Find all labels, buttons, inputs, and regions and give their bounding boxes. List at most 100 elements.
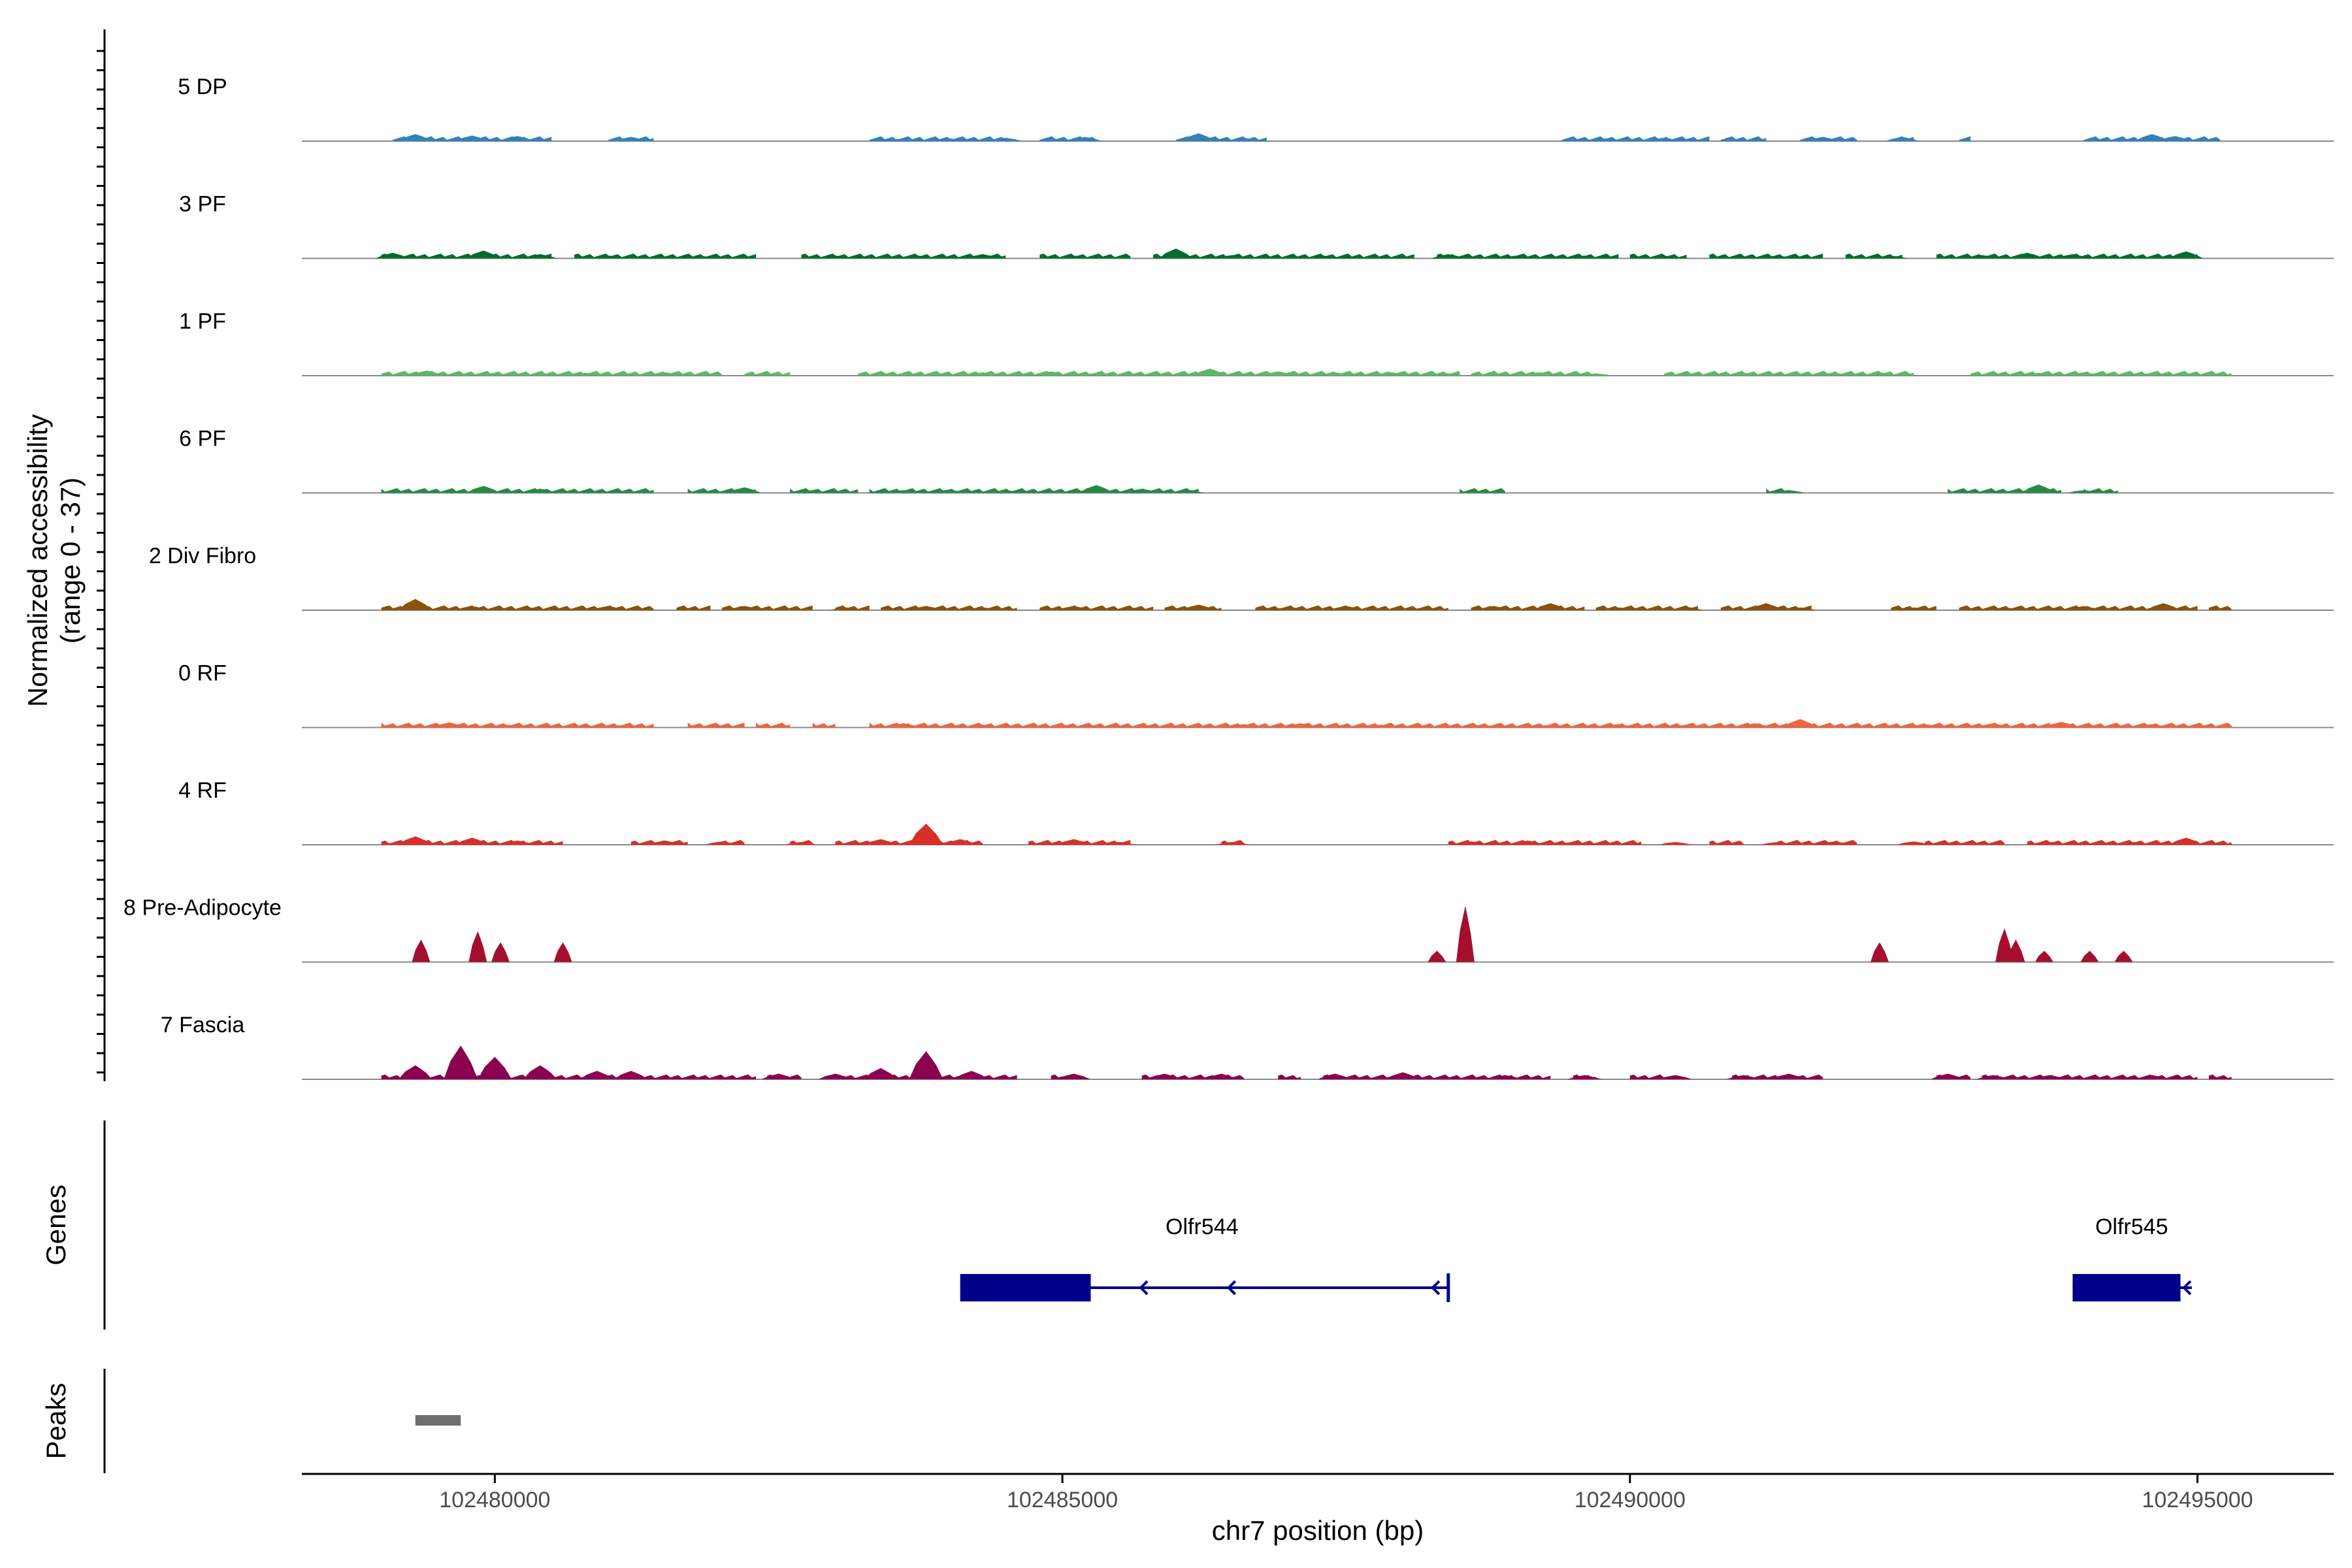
coverage-peak [2033, 1075, 2067, 1079]
coverage-peak [2055, 254, 2090, 259]
coverage-peak [1908, 724, 1942, 728]
coverage-peak [466, 485, 500, 493]
coverage-peak [1170, 489, 1205, 493]
coverage-peak [886, 490, 921, 493]
coverage-peak [491, 942, 510, 962]
coverage-peak [1283, 723, 1318, 728]
coverage-peak [580, 1071, 614, 1079]
y-axis-title-line1: Normalized accessibility [22, 414, 53, 707]
coverage-segment [676, 605, 711, 610]
coverage-peak [2021, 484, 2056, 493]
coverage-peak [2169, 838, 2204, 845]
coverage-peak [2066, 490, 2101, 493]
coverage-peak [1431, 373, 1465, 376]
coverage-peak [1772, 490, 1806, 493]
coverage-peak [1737, 723, 1772, 728]
coverage-peak [468, 931, 487, 962]
coverage-peak [2044, 721, 2079, 728]
coverage-peak [1772, 1073, 1806, 1079]
coverage-peak [1374, 372, 1409, 376]
coverage-peak [500, 840, 535, 845]
coverage-peak [2066, 606, 2101, 610]
coverage-peak [1658, 1075, 1693, 1079]
genes-axis-title: Genes [41, 1184, 71, 1266]
gene-olfr544: Olfr544 [960, 1215, 1450, 1302]
coverage-peak [489, 725, 523, 728]
coverage-peak [1181, 604, 1216, 610]
coverage-peak [704, 841, 739, 845]
coverage-peak [1817, 841, 1852, 845]
track-label: 3 PF [179, 192, 226, 217]
coverage-peak [1079, 485, 1114, 493]
coverage-peak [1567, 255, 1602, 259]
coverage-peak [523, 254, 557, 259]
coverage-peak [682, 255, 717, 259]
coverage-peak [1522, 372, 1556, 376]
coverage-y-axis [97, 29, 106, 1081]
coverage-peak [818, 255, 853, 259]
coverage-peak [2169, 251, 2204, 259]
coverage-peak [2135, 724, 2170, 728]
track-5-dp: 5 DP [178, 74, 2334, 142]
coverage-peak [647, 372, 682, 376]
coverage-peak [375, 252, 410, 259]
coverage-peak [523, 489, 557, 493]
coverage-peak [1477, 606, 1511, 610]
track-6-pf: 6 PF [179, 427, 2334, 494]
coverage-peak [932, 138, 966, 141]
coverage-peak [1431, 254, 1465, 259]
coverage-segment [812, 723, 836, 728]
coverage-peak [1533, 725, 1568, 728]
peak-region [415, 1415, 461, 1426]
coverage-segment [1278, 1074, 1301, 1079]
coverage-segment [1959, 136, 1971, 141]
coverage-segment [1629, 1074, 1664, 1079]
coverage-peak [2010, 252, 2044, 259]
coverage-peak [455, 606, 489, 610]
coverage-peak [1056, 255, 1091, 259]
coverage-peak [1817, 372, 1852, 376]
gene-olfr545: Olfr545 [2072, 1215, 2192, 1301]
strand-arrow-icon [1430, 1280, 1441, 1296]
coverage-peak [988, 137, 1023, 141]
track-1-pf: 1 PF [179, 309, 2334, 376]
track-label: 4 RF [178, 778, 227, 803]
coverage-peak [1590, 138, 1625, 141]
coverage-peak [966, 372, 1000, 376]
coverage-segment [1709, 253, 1823, 259]
coverage-peak [647, 840, 682, 845]
coverage-peak [886, 138, 921, 141]
coverage-segment [2208, 1074, 2232, 1079]
coverage-peak [966, 607, 1000, 610]
coverage-peak [412, 939, 431, 962]
gene-label: Olfr545 [2095, 1215, 2168, 1239]
coverage-peak [818, 1073, 853, 1079]
coverage-peak [1885, 137, 1919, 141]
coverage-peak [1227, 137, 1262, 141]
coverage-peak [1863, 372, 1897, 376]
coverage-peak [1454, 841, 1488, 845]
coverage-peak [1897, 607, 1931, 610]
coverage-peak [523, 1065, 557, 1079]
coverage-segment [1936, 253, 2198, 259]
coverage-peak [1056, 1073, 1091, 1079]
coverage-segment [801, 253, 1006, 259]
coverage-peak [2021, 372, 2056, 376]
coverage-segment [1448, 840, 1642, 845]
coverage-peak [455, 838, 489, 845]
coverage-peak [1669, 139, 1704, 141]
coverage-peak [909, 1051, 943, 1079]
track-3-pf: 3 PF [179, 192, 2334, 259]
coverage-peak [1658, 841, 1693, 845]
coverage-peak [1953, 841, 1988, 845]
coverage-peak [1760, 255, 1795, 259]
coverage-peak [1783, 607, 1818, 610]
coverage-peak [1079, 372, 1114, 376]
coverage-peak [886, 723, 921, 728]
coverage-segment [858, 370, 1460, 376]
coverage-peak [1726, 372, 1761, 376]
coverage-peak [1034, 371, 1068, 376]
coverage-peak [1215, 841, 1250, 845]
coverage-peak [398, 836, 433, 845]
coverage-peak [943, 839, 977, 845]
